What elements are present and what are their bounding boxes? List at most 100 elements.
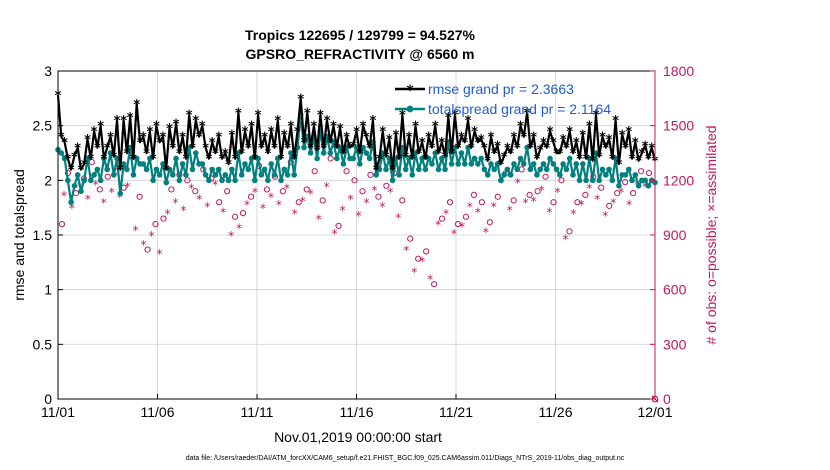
possible-obs-point [566, 228, 573, 235]
rmse-point: * [383, 150, 390, 165]
assimilated-obs-point: * [204, 200, 210, 214]
rmse-point: * [117, 163, 124, 178]
rmse-point: * [406, 131, 413, 146]
assimilated-obs-point: * [61, 189, 67, 203]
rmse-point: * [137, 136, 144, 151]
rmse-point: * [530, 131, 537, 146]
rmse-point: * [245, 142, 252, 157]
spread-point [209, 166, 215, 173]
rmse-point: * [61, 136, 68, 151]
rmse-point: * [602, 142, 609, 157]
possible-obs-point [295, 199, 302, 206]
rmse-point: * [566, 125, 573, 140]
spread-point [622, 172, 629, 178]
spread-point [366, 155, 373, 162]
spread-point [593, 150, 599, 156]
spread-point [192, 150, 199, 156]
rmse-point: * [458, 131, 465, 146]
rmse-point: * [261, 131, 268, 146]
spread-point [580, 161, 586, 167]
assimilated-obs-point: * [292, 207, 298, 221]
assimilated-obs-point: * [188, 182, 194, 196]
spread-point [301, 144, 307, 151]
y-tick-label: 2.5 [33, 118, 53, 134]
spread-point [448, 161, 455, 167]
spread-point [573, 161, 580, 167]
assimilated-obs-point: * [149, 229, 155, 243]
legend-spread-marker [406, 105, 414, 113]
rmse-point: * [74, 142, 81, 157]
assimilated-obs-point: * [236, 222, 242, 236]
spread-point [245, 166, 252, 173]
spread-point [524, 144, 530, 151]
assimilated-obs-point: * [172, 196, 178, 210]
assimilated-obs-point: * [348, 193, 354, 207]
rmse-point: * [156, 136, 163, 151]
rmse-point: * [330, 120, 337, 135]
assimilated-obs-point: * [125, 180, 131, 194]
rmse-point: * [560, 133, 567, 148]
spread-point [327, 150, 334, 156]
spread-point [81, 177, 88, 184]
spread-point [170, 172, 176, 178]
assimilated-obs-point: * [491, 200, 497, 214]
rmse-point: * [196, 131, 203, 146]
spread-point [553, 166, 560, 173]
spread-point [265, 177, 271, 184]
rmse-point: * [314, 144, 321, 159]
spread-point [412, 150, 419, 156]
assimilated-obs-point: * [244, 198, 250, 212]
spread-point [274, 155, 281, 162]
spread-point [527, 166, 534, 173]
x-tick-label: 11/11 [241, 404, 274, 420]
spread-point [471, 155, 478, 162]
rmse-point: * [97, 120, 104, 135]
rmse-point: * [297, 92, 304, 107]
rmse-point: * [501, 150, 508, 165]
rmse-point: * [619, 128, 626, 143]
title-line-2: GPSRO_REFRACTIVITY @ 6560 m [246, 46, 475, 62]
rmse-point: * [265, 147, 272, 162]
y2-ticks: 0 300 600 900 1200 1500 1800 [650, 63, 694, 407]
rmse-point: * [612, 114, 619, 129]
possible-obs-point [470, 191, 478, 199]
spread-point [616, 183, 622, 189]
rmse-point: * [64, 152, 71, 167]
spread-point [281, 166, 288, 173]
rmse-point: * [589, 155, 596, 170]
rmse-point: * [232, 152, 239, 167]
rmse-point: * [527, 142, 534, 157]
possible-obs-point [622, 179, 629, 186]
rmse-point: * [583, 152, 590, 167]
spread-point [612, 155, 619, 162]
rmse-point: * [353, 125, 360, 140]
rmse-point: * [133, 98, 140, 113]
rmse-point: * [143, 147, 150, 162]
assimilated-obs-point: * [69, 202, 75, 216]
spread-point [153, 166, 160, 173]
spread-point [514, 166, 521, 173]
x-tick-label: 11/16 [340, 404, 374, 420]
rmse-point: * [225, 158, 232, 173]
rmse-point: * [127, 111, 134, 126]
spread-point [543, 166, 550, 173]
y2-tick-label: 1200 [663, 172, 694, 188]
spread-point [104, 166, 111, 173]
spread-point [566, 155, 573, 162]
rmse-point: * [622, 142, 629, 157]
possible-obs-point [431, 281, 438, 288]
rmse-point: * [402, 150, 409, 165]
rmse-point: * [409, 152, 416, 167]
legend-rmse-marker: * [406, 83, 414, 99]
rmse-point: * [360, 120, 367, 135]
possible-obs-point [279, 188, 286, 195]
possible-obs-point [446, 199, 454, 206]
rmse-point: * [166, 122, 173, 137]
rmse-point: * [114, 114, 121, 129]
spread-point [288, 150, 294, 156]
rmse-point: * [537, 144, 544, 159]
spread-point [589, 177, 596, 184]
rmse-point: * [648, 142, 655, 157]
possible-obs-point [239, 210, 247, 217]
